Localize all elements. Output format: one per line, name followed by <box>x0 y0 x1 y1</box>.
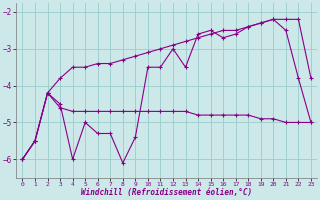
X-axis label: Windchill (Refroidissement éolien,°C): Windchill (Refroidissement éolien,°C) <box>81 188 252 197</box>
